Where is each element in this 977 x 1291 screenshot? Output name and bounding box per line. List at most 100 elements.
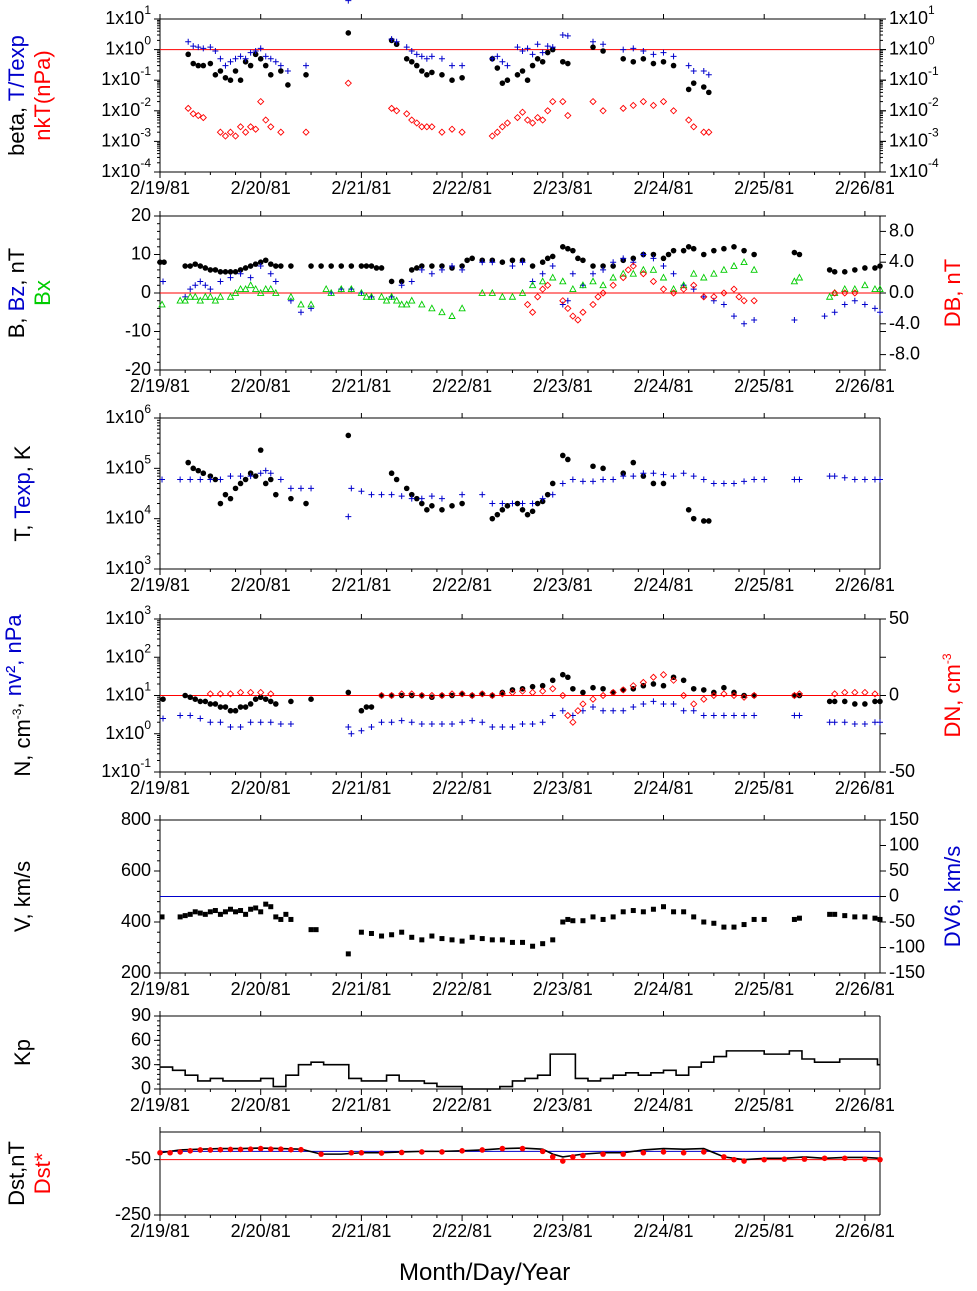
data-point — [735, 293, 743, 301]
data-point — [796, 476, 803, 483]
data-point — [237, 473, 244, 480]
data-point — [862, 265, 868, 271]
data-point — [408, 690, 416, 698]
x-axis-title: Month/Day/Year — [399, 1259, 571, 1286]
data-point — [348, 263, 355, 269]
data-point — [852, 914, 858, 920]
data-point — [358, 488, 365, 495]
data-point — [559, 244, 566, 250]
data-point — [669, 289, 678, 297]
data-point — [580, 257, 586, 264]
x-tick-label: 2/20/81 — [231, 178, 291, 198]
data-point — [408, 58, 415, 65]
y-axis-title-right: DN, cm-3 — [940, 653, 965, 737]
x-tick-label: 2/23/81 — [533, 979, 593, 999]
x-tick-label: 2/19/81 — [130, 178, 190, 198]
data-point — [242, 476, 249, 483]
data-point — [539, 687, 547, 695]
data-point — [640, 470, 647, 477]
data-point — [392, 296, 401, 304]
data-point — [449, 62, 456, 69]
data-point — [499, 58, 506, 65]
data-point — [519, 1145, 526, 1152]
data-point — [679, 281, 688, 289]
data-point — [680, 707, 687, 714]
data-point — [509, 724, 516, 731]
data-point — [610, 259, 617, 266]
data-point — [639, 97, 647, 106]
data-point — [262, 53, 269, 60]
data-point — [620, 255, 627, 262]
data-point — [428, 304, 436, 312]
y-axis-title-right: DV6, km/s — [940, 846, 965, 947]
data-point — [197, 1147, 204, 1153]
y-tick-label: 1x103 — [105, 553, 151, 578]
data-point — [398, 493, 405, 500]
data-point — [489, 937, 495, 943]
data-point — [256, 288, 265, 296]
data-point — [610, 914, 616, 920]
data-point — [272, 278, 279, 285]
data-point — [458, 690, 466, 698]
data-point — [690, 286, 697, 293]
data-point — [429, 933, 435, 939]
data-point — [257, 97, 265, 106]
data-point — [791, 316, 798, 323]
data-point — [710, 712, 717, 719]
data-point — [247, 263, 254, 269]
data-point — [796, 915, 802, 921]
data-point — [181, 296, 189, 304]
data-point — [599, 107, 607, 115]
data-point — [524, 77, 531, 83]
data-point — [721, 1154, 727, 1160]
data-point — [700, 128, 708, 136]
y-tick-label: 1x10-1 — [101, 64, 151, 89]
data-point — [825, 292, 834, 300]
data-point — [287, 297, 294, 304]
data-point — [247, 719, 254, 726]
data-point — [408, 719, 415, 726]
data-point — [207, 909, 213, 915]
data-point — [478, 288, 486, 296]
data-point — [741, 247, 747, 254]
data-point — [514, 500, 521, 507]
data-point — [509, 500, 516, 507]
data-point — [660, 904, 666, 910]
x-tick-label: 2/26/81 — [835, 979, 895, 999]
data-point — [377, 691, 386, 700]
data-point — [207, 1147, 214, 1153]
data-point — [499, 937, 505, 943]
x-tick-label: 2/25/81 — [734, 979, 794, 999]
data-point — [504, 77, 511, 83]
data-point — [720, 289, 728, 297]
data-point — [345, 951, 351, 957]
data-point — [159, 914, 165, 920]
data-point — [196, 296, 205, 304]
data-point — [826, 267, 833, 273]
data-point — [318, 263, 324, 269]
data-point — [419, 937, 425, 943]
data-point — [649, 101, 658, 110]
x-tick-label: 2/22/81 — [432, 178, 492, 198]
data-point — [438, 128, 446, 136]
data-point — [841, 1155, 848, 1162]
data-point — [242, 704, 249, 710]
data-point — [185, 51, 191, 58]
data-point — [690, 700, 698, 708]
data-point — [564, 711, 572, 720]
data-point — [741, 1158, 747, 1164]
data-point — [700, 293, 707, 300]
data-point — [650, 698, 657, 705]
data-point — [564, 32, 571, 39]
data-point — [508, 688, 517, 697]
data-point — [297, 300, 305, 308]
y-tick-label-right: 1x10-4 — [889, 156, 939, 181]
data-point — [267, 55, 274, 62]
data-point — [660, 263, 667, 270]
data-point — [226, 690, 235, 698]
data-point — [559, 58, 566, 65]
x-tick-label: 2/21/81 — [331, 575, 391, 595]
data-point — [530, 943, 536, 949]
data-point — [620, 707, 627, 714]
data-point — [861, 688, 869, 697]
